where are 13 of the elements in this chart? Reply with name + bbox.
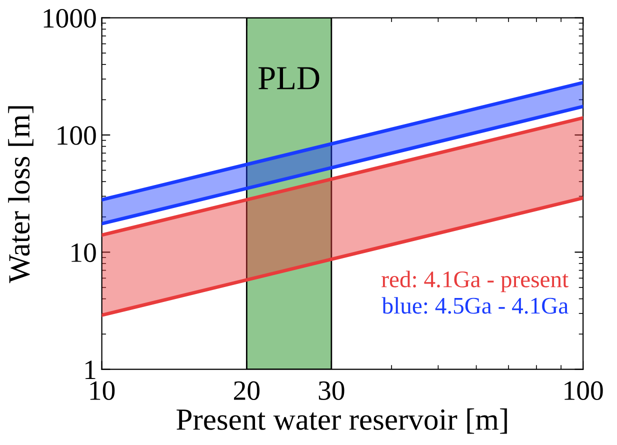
y-tick-label: 100	[58, 126, 96, 145]
y-axis-title: Water loss [m]	[8, 106, 34, 284]
annotation: red: 4.1Ga - present	[382, 270, 568, 292]
y-tick-label: 10	[72, 243, 96, 262]
x-tick-label: 10	[90, 381, 115, 400]
x-axis-title: Present water reservoir [m]	[176, 408, 507, 434]
y-tick-label: 1	[86, 360, 96, 379]
annotation: blue: 4.5Ga - 4.1Ga	[382, 297, 568, 314]
x-tick-label: 20	[234, 381, 260, 400]
band-label: PLD	[258, 67, 320, 90]
x-tick-label: 100	[564, 381, 603, 400]
x-tick-label: 30	[318, 381, 344, 400]
y-tick-label: 1000	[44, 8, 96, 28]
